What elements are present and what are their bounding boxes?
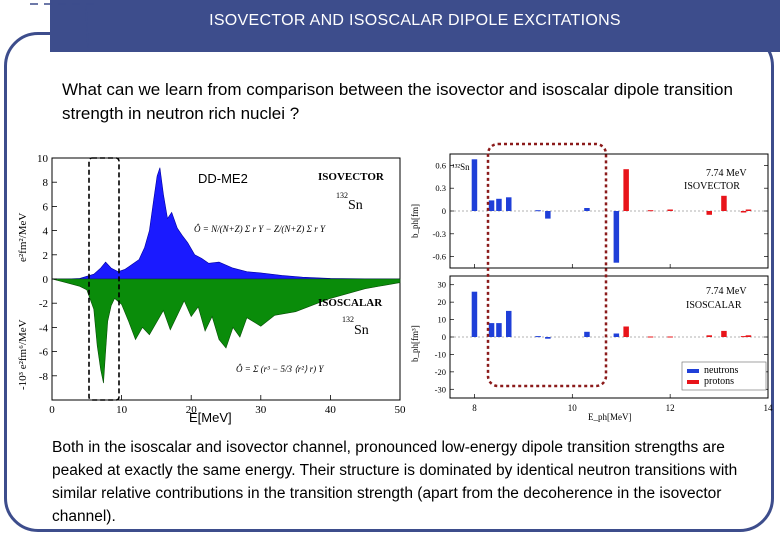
isoscalar-protons-bar bbox=[740, 336, 747, 338]
right-xlabel: E_ph[MeV] bbox=[588, 412, 632, 422]
right-xtick-label: 12 bbox=[666, 403, 675, 413]
isovector-neutrons-bar bbox=[545, 211, 551, 219]
isoscalar-neutrons-bar bbox=[488, 323, 495, 337]
isoscalar-protons-bar bbox=[667, 336, 673, 338]
slide-title: ISOVECTOR AND ISOSCALAR DIPOLE EXCITATIO… bbox=[50, 0, 780, 52]
isoscalar-neutrons-bar bbox=[496, 323, 502, 337]
left-ytick-label: 4 bbox=[43, 226, 49, 238]
left-ylabel-top: e²fm²/MeV bbox=[17, 213, 29, 262]
legend-neutrons-label: neutrons bbox=[704, 365, 739, 376]
left-ytick-label: -6 bbox=[39, 347, 49, 359]
left-xtick-label: 20 bbox=[186, 404, 198, 416]
isoscalar-neutrons-bar bbox=[584, 331, 590, 337]
isoscalar-ytick-label: 30 bbox=[438, 280, 447, 290]
isovector-neutrons-bar bbox=[535, 210, 541, 212]
isovector-ytick-label: -0.6 bbox=[433, 252, 446, 262]
legend-neutrons-swatch bbox=[687, 369, 699, 373]
isovector-protons-bar bbox=[667, 209, 673, 211]
isoscalar-protons-bar bbox=[647, 336, 654, 338]
isovector-neutrons-bar bbox=[584, 208, 590, 211]
isoscalar-protons-bar bbox=[623, 326, 629, 337]
isoscalar-neutrons-bar bbox=[535, 336, 541, 338]
isoscalar-nucleus-symbol: Sn bbox=[354, 323, 369, 338]
isoscalar-nucleus-mass: 132 bbox=[342, 315, 354, 324]
isoscalar-protons-bar bbox=[745, 335, 752, 337]
left-ytick-label: 6 bbox=[43, 201, 49, 213]
isoscalar-neutrons-bar bbox=[545, 337, 551, 339]
isovector-protons-bar bbox=[706, 211, 712, 215]
isoscalar-ytick-label: -10 bbox=[435, 349, 446, 359]
left-ytick-label: -2 bbox=[39, 298, 48, 310]
left-ytick-label: 10 bbox=[37, 153, 49, 165]
left-ytick-label: 8 bbox=[43, 177, 49, 189]
right-xtick-label: 14 bbox=[764, 403, 774, 413]
isovector-ytick-label: 0.6 bbox=[435, 160, 446, 170]
isovector-protons-bar bbox=[745, 209, 752, 211]
legend-protons-label: protons bbox=[704, 376, 734, 387]
isovector-nucleus-symbol: Sn bbox=[348, 198, 363, 213]
isovector-operator: Ô = N/(N+Z) Σ r Y − Z/(N+Z) Σ r Y bbox=[194, 224, 326, 234]
isoscalar-operator: Ô = Σ (r³ − 5/3 ⟨r²⟩ r) Y bbox=[236, 364, 324, 374]
left-xtick-label: 30 bbox=[255, 404, 267, 416]
isoscalar-neutrons-bar bbox=[471, 291, 478, 337]
isovector-neutrons-bar bbox=[496, 198, 502, 211]
right-ylabel-top: b_ph[fm] bbox=[410, 204, 420, 238]
isovector-strength-area bbox=[52, 167, 401, 280]
isovector-ytick-label: -0.3 bbox=[433, 229, 446, 239]
left-xtick-label: 50 bbox=[395, 404, 407, 416]
isovector-neutrons-bar bbox=[613, 211, 620, 263]
isoscalar-ytick-label: 20 bbox=[438, 297, 447, 307]
left-xlabel: E[MeV] bbox=[189, 410, 232, 425]
isoscalar-ytick-label: -30 bbox=[435, 384, 446, 394]
legend: neutrons protons bbox=[681, 361, 767, 391]
left-ytick-label: -4 bbox=[39, 322, 49, 334]
left-ytick-label: 2 bbox=[43, 250, 49, 262]
isoscalar-protons-bar bbox=[706, 335, 712, 337]
isoscalar-neutrons-bar bbox=[613, 333, 620, 337]
isoscalar-ytick-label: 0 bbox=[442, 332, 446, 342]
model-label: DD-ME2 bbox=[198, 171, 248, 186]
left-xtick-label: 10 bbox=[116, 404, 128, 416]
isoscalar-neutrons-bar bbox=[506, 310, 512, 337]
right-xtick-label: 8 bbox=[472, 403, 477, 413]
isovector-protons-bar bbox=[721, 195, 727, 211]
isovector-ytick-label: 0.3 bbox=[435, 183, 446, 193]
isovector-nucleus-mass: 132 bbox=[336, 191, 348, 200]
right-nucleus-label: ¹³²Sn bbox=[452, 162, 470, 172]
isovector-protons-bar bbox=[740, 211, 747, 213]
isovector-neutrons-bar bbox=[488, 200, 495, 211]
low-energy-highlight-box bbox=[88, 157, 120, 401]
isovector-ytick-label: 0 bbox=[442, 206, 446, 216]
conclusion-text: Both in the isoscalar and isovector chan… bbox=[52, 439, 738, 525]
right-ylabel-bottom: b_ph[fm³] bbox=[410, 325, 420, 362]
left-ytick-label: -8 bbox=[39, 371, 49, 383]
corner-decoration bbox=[30, 3, 100, 49]
isoscalar-label: ISOSCALAR bbox=[318, 297, 383, 309]
left-ytick-label: 0 bbox=[43, 274, 49, 286]
isoscalar-ytick-label: 10 bbox=[438, 315, 447, 325]
transition-amplitude-plot: 0.6 0.3 0 -0.3 -0.6 30 20 10 0 -10 -20 -30 8 10 12 14 ¹… bbox=[410, 142, 774, 422]
isovector-protons-bar bbox=[623, 169, 629, 211]
isovector-neutrons-bar bbox=[506, 197, 512, 211]
right-xtick-label: 10 bbox=[568, 403, 578, 413]
bottom-annotation-energy: 7.74 MeV bbox=[706, 286, 747, 297]
neutron-highlight-box bbox=[486, 142, 608, 388]
left-xtick-label: 0 bbox=[49, 404, 55, 416]
left-ylabel-bottom: -10³ e²fm⁶/MeV bbox=[17, 319, 29, 390]
isoscalar-ytick-label: -20 bbox=[435, 367, 446, 377]
isovector-label: ISOVECTOR bbox=[318, 171, 385, 183]
isovector-neutrons-bar bbox=[471, 159, 478, 211]
bottom-annotation-channel: ISOSCALAR bbox=[686, 300, 742, 311]
isoscalar-protons-bar bbox=[721, 330, 727, 337]
left-xtick-label: 40 bbox=[325, 404, 337, 416]
question-text: What can we learn from comparison betwee… bbox=[62, 80, 733, 123]
top-annotation-channel: ISOVECTOR bbox=[684, 181, 740, 192]
legend-protons-swatch bbox=[687, 380, 699, 384]
top-annotation-energy: 7.74 MeV bbox=[706, 168, 747, 179]
isovector-protons-bar bbox=[647, 210, 654, 212]
isoscalar-strength-area bbox=[51, 278, 401, 384]
